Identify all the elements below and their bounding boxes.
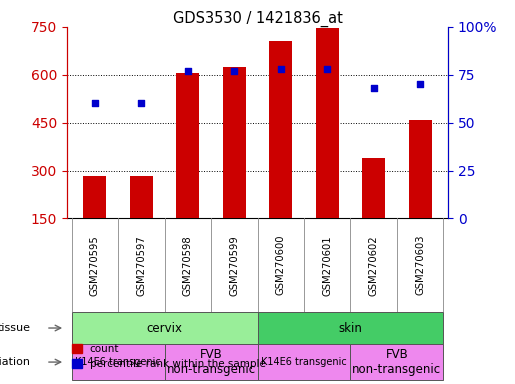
Bar (165, 344, 258, 380)
Bar (408, 120, 432, 218)
Bar (258, 344, 350, 380)
Text: FVB
non-transgenic: FVB non-transgenic (352, 348, 441, 376)
Point (137, 101, 145, 107)
Bar (130, 176, 153, 218)
Bar (222, 67, 246, 218)
Point (230, 68, 238, 74)
Bar (350, 344, 443, 380)
Text: FVB
non-transgenic: FVB non-transgenic (166, 348, 255, 376)
Bar (316, 28, 339, 218)
Point (416, 81, 424, 88)
Text: cervix: cervix (147, 321, 182, 334)
Text: GSM270599: GSM270599 (229, 235, 239, 296)
Point (277, 66, 285, 72)
Text: GSM270598: GSM270598 (183, 235, 193, 296)
Bar (362, 158, 385, 218)
Text: GSM270601: GSM270601 (322, 235, 332, 296)
Text: genotype/variation: genotype/variation (0, 357, 31, 367)
Text: GSM270597: GSM270597 (136, 235, 146, 296)
Bar (72, 344, 165, 380)
Point (91, 101, 99, 107)
Bar (176, 73, 199, 218)
Title: GDS3530 / 1421836_at: GDS3530 / 1421836_at (173, 11, 342, 27)
Point (323, 66, 331, 72)
Text: skin: skin (338, 321, 363, 334)
Text: GSM270595: GSM270595 (90, 235, 100, 296)
Text: GSM270603: GSM270603 (415, 235, 425, 295)
Bar (83, 176, 107, 218)
Text: tissue: tissue (0, 323, 31, 333)
Text: GSM270602: GSM270602 (369, 235, 379, 296)
Point (184, 68, 192, 74)
Bar (258, 312, 443, 344)
Text: GSM270600: GSM270600 (276, 235, 286, 295)
Bar (269, 41, 293, 218)
Text: K14E6 transgenic: K14E6 transgenic (261, 357, 347, 367)
Text: K14E6 transgenic: K14E6 transgenic (75, 357, 161, 367)
Point (370, 85, 378, 91)
Bar (72, 312, 258, 344)
Legend: count, percentile rank within the sample: count, percentile rank within the sample (72, 344, 266, 369)
